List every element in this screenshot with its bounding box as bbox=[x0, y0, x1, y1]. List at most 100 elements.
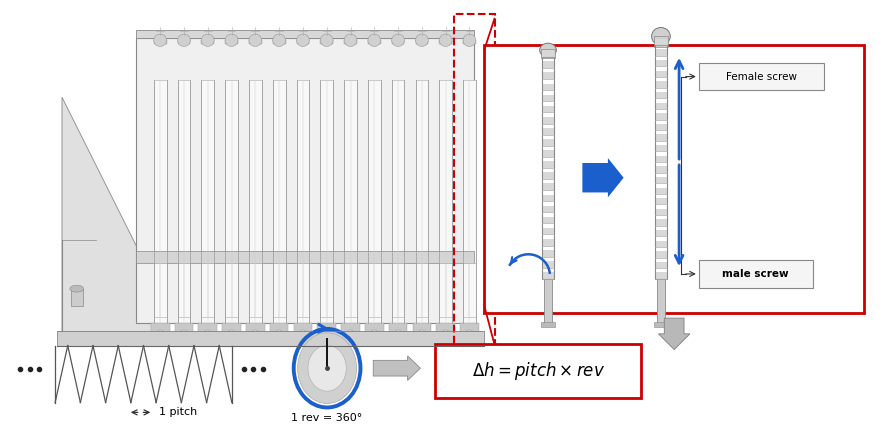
Bar bbox=[542, 195, 554, 201]
Bar bbox=[392, 80, 404, 323]
Bar bbox=[57, 331, 485, 346]
Circle shape bbox=[156, 330, 164, 338]
Ellipse shape bbox=[70, 285, 84, 292]
Bar bbox=[321, 40, 333, 44]
Bar bbox=[202, 40, 214, 44]
Bar bbox=[657, 279, 665, 323]
Ellipse shape bbox=[540, 43, 557, 57]
Ellipse shape bbox=[392, 34, 404, 47]
Bar bbox=[542, 128, 554, 134]
Bar bbox=[542, 106, 554, 112]
Bar bbox=[655, 251, 667, 258]
Ellipse shape bbox=[368, 34, 381, 47]
Bar bbox=[226, 263, 238, 317]
Bar bbox=[542, 239, 554, 245]
Bar bbox=[344, 80, 357, 323]
Bar bbox=[270, 323, 288, 345]
Bar bbox=[198, 323, 217, 345]
Bar bbox=[412, 323, 431, 345]
Bar bbox=[154, 263, 167, 317]
Bar bbox=[463, 263, 476, 317]
Bar bbox=[542, 84, 554, 90]
Bar bbox=[440, 80, 452, 323]
Bar bbox=[226, 40, 238, 44]
Bar bbox=[365, 323, 383, 345]
Bar bbox=[249, 80, 262, 323]
Bar bbox=[293, 323, 312, 345]
Circle shape bbox=[227, 330, 235, 338]
Circle shape bbox=[251, 330, 259, 338]
Bar bbox=[202, 80, 214, 323]
Bar bbox=[542, 161, 554, 168]
Ellipse shape bbox=[463, 34, 476, 47]
Circle shape bbox=[418, 330, 426, 338]
Bar bbox=[317, 323, 336, 345]
Bar bbox=[541, 322, 555, 327]
Text: 1 rev = 360°: 1 rev = 360° bbox=[292, 413, 363, 424]
Bar bbox=[416, 40, 428, 44]
Bar bbox=[70, 289, 83, 307]
Bar bbox=[389, 323, 407, 345]
Ellipse shape bbox=[344, 34, 357, 47]
Bar bbox=[344, 263, 357, 317]
Bar bbox=[655, 92, 667, 98]
Bar bbox=[297, 40, 309, 44]
Text: $\Delta h = pitch \times rev$: $\Delta h = pitch \times rev$ bbox=[471, 360, 604, 382]
Ellipse shape bbox=[249, 34, 262, 47]
Text: 1 pitch: 1 pitch bbox=[159, 407, 197, 417]
Bar bbox=[542, 172, 554, 179]
Bar bbox=[542, 217, 554, 223]
Ellipse shape bbox=[297, 34, 309, 47]
Bar bbox=[297, 263, 309, 317]
Bar bbox=[136, 251, 474, 263]
Bar bbox=[416, 80, 428, 323]
Bar bbox=[136, 38, 474, 323]
Bar bbox=[542, 261, 554, 268]
Bar bbox=[154, 40, 167, 44]
Bar bbox=[273, 263, 285, 317]
Bar bbox=[542, 50, 554, 57]
Bar bbox=[542, 117, 554, 123]
Text: Female screw: Female screw bbox=[726, 72, 797, 81]
Bar bbox=[178, 80, 190, 323]
Bar bbox=[655, 209, 667, 215]
Bar bbox=[435, 344, 641, 398]
Ellipse shape bbox=[416, 34, 428, 47]
Ellipse shape bbox=[308, 345, 346, 391]
Bar bbox=[655, 166, 667, 173]
Text: male screw: male screw bbox=[722, 269, 789, 279]
Bar bbox=[655, 177, 667, 183]
Bar bbox=[654, 36, 669, 47]
Bar bbox=[654, 322, 668, 327]
Bar bbox=[655, 113, 667, 120]
Bar bbox=[178, 40, 190, 44]
Bar bbox=[440, 40, 452, 44]
Bar bbox=[655, 262, 667, 268]
Bar bbox=[655, 156, 667, 162]
Circle shape bbox=[465, 330, 473, 338]
Circle shape bbox=[275, 330, 283, 338]
Bar bbox=[655, 145, 667, 151]
Bar bbox=[542, 73, 554, 79]
Bar bbox=[542, 184, 554, 190]
Bar bbox=[655, 134, 667, 141]
Bar bbox=[297, 80, 309, 323]
Bar bbox=[440, 263, 452, 317]
Bar bbox=[655, 240, 667, 247]
Bar bbox=[655, 198, 667, 204]
Bar bbox=[436, 323, 455, 345]
Bar bbox=[368, 80, 381, 323]
Bar bbox=[273, 80, 285, 323]
Ellipse shape bbox=[440, 34, 452, 47]
Bar bbox=[655, 45, 667, 279]
Bar bbox=[321, 80, 333, 323]
Bar bbox=[392, 40, 404, 44]
Bar bbox=[344, 40, 357, 44]
Bar bbox=[655, 81, 667, 88]
Circle shape bbox=[322, 330, 330, 338]
Bar bbox=[542, 150, 554, 157]
Circle shape bbox=[346, 330, 354, 338]
Bar bbox=[699, 63, 825, 90]
Bar bbox=[541, 49, 555, 58]
Bar bbox=[273, 40, 285, 44]
